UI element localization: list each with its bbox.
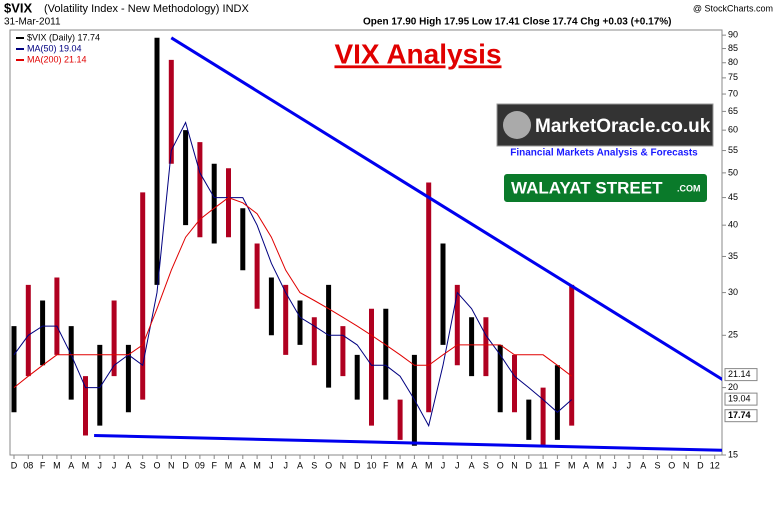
oracle-box xyxy=(496,103,714,147)
x-tick-label: 12 xyxy=(710,460,720,470)
x-tick-label: A xyxy=(640,460,646,470)
y-tick-label: 60 xyxy=(728,125,738,135)
last-value-box xyxy=(724,392,758,406)
x-tick-label: S xyxy=(483,460,489,470)
y-tick-label: 25 xyxy=(728,330,738,340)
x-tick-label: A xyxy=(583,460,589,470)
x-tick-label: J xyxy=(455,460,460,470)
y-tick-label: 90 xyxy=(728,30,738,40)
x-tick-label: N xyxy=(340,460,347,470)
y-tick-label: 65 xyxy=(728,106,738,116)
quote: Open 17.90 High 17.95 Low 17.41 Close 17… xyxy=(363,17,671,28)
x-tick-label: 09 xyxy=(195,460,205,470)
x-tick-label: N xyxy=(168,460,175,470)
x-tick-label: D xyxy=(697,460,704,470)
x-tick-label: A xyxy=(68,460,74,470)
x-tick-label: F xyxy=(383,460,389,470)
legend-label: $VIX (Daily) 17.74 xyxy=(27,32,100,42)
x-tick-label: M xyxy=(425,460,433,470)
y-tick-label: 55 xyxy=(728,145,738,155)
x-tick-label: N xyxy=(683,460,690,470)
x-tick-label: O xyxy=(153,460,160,470)
x-tick-label: 10 xyxy=(366,460,376,470)
walayat-logo: WALAYAT STREET .COM xyxy=(502,172,709,204)
y-tick-label: 85 xyxy=(728,43,738,53)
x-tick-label: J xyxy=(269,460,274,470)
y-tick-label: 30 xyxy=(728,287,738,297)
x-tick-label: M xyxy=(82,460,90,470)
oracle-icon xyxy=(503,111,531,139)
x-tick-label: J xyxy=(98,460,103,470)
x-tick-label: O xyxy=(668,460,675,470)
ma-line xyxy=(13,121,573,428)
last-value-label: 21.14 xyxy=(728,369,751,379)
plot-frame xyxy=(9,29,723,456)
x-tick-label: J xyxy=(112,460,117,470)
date: 31-Mar-2011 xyxy=(4,17,61,28)
source: @ StockCharts.com xyxy=(693,3,773,13)
x-tick-label: A xyxy=(240,460,246,470)
x-tick-label: A xyxy=(125,460,131,470)
oracle-name: MarketOracle.co.uk xyxy=(535,116,711,137)
x-tick-label: A xyxy=(411,460,417,470)
x-tick-label: D xyxy=(11,460,18,470)
legend-label: MA(50) 19.04 xyxy=(27,43,82,53)
last-value-label: 19.04 xyxy=(728,393,751,403)
chart-title: VIX Analysis xyxy=(334,38,501,69)
description: (Volatility Index - New Methodology) IND… xyxy=(44,3,249,15)
x-tick-label: M xyxy=(253,460,261,470)
x-tick-label: M xyxy=(225,460,233,470)
last-value-label: 17.74 xyxy=(728,410,751,420)
x-tick-label: M xyxy=(597,460,605,470)
last-value-box xyxy=(724,409,758,423)
y-tick-label: 80 xyxy=(728,57,738,67)
legend-label: MA(200) 21.14 xyxy=(27,54,87,64)
x-tick-label: O xyxy=(497,460,504,470)
y-tick-label: 35 xyxy=(728,251,738,261)
plot xyxy=(11,36,722,452)
x-tick-label: F xyxy=(40,460,46,470)
y-tick-label: 75 xyxy=(728,72,738,82)
trendline xyxy=(170,36,722,382)
walayat-name: WALAYAT STREET xyxy=(511,178,663,197)
walayat-suffix: .COM xyxy=(677,183,701,193)
x-tick-label: O xyxy=(325,460,332,470)
x-tick-label: M xyxy=(396,460,404,470)
x-tick-label: D xyxy=(354,460,361,470)
x-tick-label: A xyxy=(469,460,475,470)
y-tick-label: 15 xyxy=(728,449,738,459)
x-tick-label: J xyxy=(283,460,288,470)
y-tick-label: 45 xyxy=(728,192,738,202)
x-tick-label: J xyxy=(612,460,617,470)
x-tick-label: F xyxy=(211,460,217,470)
x-tick-label: M xyxy=(568,460,576,470)
x-tick-label: M xyxy=(53,460,61,470)
x-tick-label: N xyxy=(511,460,518,470)
oracle-tagline: Financial Markets Analysis & Forecasts xyxy=(510,148,698,159)
walayat-sign xyxy=(502,172,709,204)
oracle-logo: MarketOracle.co.uk Financial Markets Ana… xyxy=(496,103,714,159)
symbol: $VIX xyxy=(4,0,33,15)
x-tick-label: S xyxy=(654,460,660,470)
x-tick-label: D xyxy=(182,460,189,470)
x-tick-label: S xyxy=(311,460,317,470)
y-tick-label: 70 xyxy=(728,88,738,98)
y-tick-label: 40 xyxy=(728,220,738,230)
x-tick-label: J xyxy=(627,460,632,470)
x-tick-label: F xyxy=(555,460,561,470)
x-tick-label: S xyxy=(140,460,146,470)
x-tick-label: 11 xyxy=(538,460,547,470)
y-tick-label: 20 xyxy=(728,382,738,392)
x-tick-label: D xyxy=(526,460,533,470)
x-tick-label: A xyxy=(297,460,303,470)
y-tick-label: 50 xyxy=(728,167,738,177)
trendline xyxy=(94,434,722,452)
last-value-box xyxy=(724,368,758,382)
ma-line xyxy=(13,197,573,388)
x-tick-label: 08 xyxy=(23,460,33,470)
x-tick-label: J xyxy=(441,460,446,470)
